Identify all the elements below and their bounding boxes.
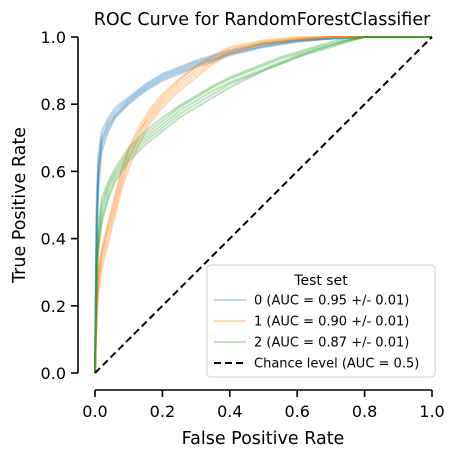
y-tick-label: 0.6 — [41, 162, 66, 181]
roc-curve-class-0-fold-4 — [94, 36, 432, 374]
series-layer — [94, 36, 432, 374]
roc-curve-class-0-fold-2 — [94, 36, 432, 374]
chance-level-line — [94, 36, 433, 374]
axes: 0.0 0.2 0.4 0.6 0.8 1.0 0.0 0.2 0.4 0.6 0.8 1.0 — [41, 28, 445, 421]
legend-label: 2 (AUC = 0.87 +/- 0.01) — [254, 336, 409, 351]
roc-curve-class-2-fold-0 — [94, 36, 432, 374]
roc-curve-class-0-fold-0 — [94, 36, 432, 374]
roc-curve-class-1-fold-4 — [94, 36, 432, 374]
legend-label: Chance level (AUC = 0.5) — [254, 357, 419, 372]
roc-curve-class-2-fold-2 — [94, 36, 432, 374]
legend-frame — [206, 264, 436, 378]
x-tick-label: 1.0 — [419, 402, 444, 421]
roc-curve-class-0-fold-3 — [94, 36, 432, 374]
y-tick-label: 0.2 — [41, 297, 66, 316]
roc-curve-class-2-fold-1 — [94, 36, 432, 374]
y-tick-label: 0.8 — [41, 95, 66, 114]
y-tick-label: 1.0 — [41, 28, 66, 47]
x-axis-label: False Positive Rate — [182, 429, 345, 449]
x-tick-label: 0.8 — [352, 402, 377, 421]
legend-title: Test set — [293, 273, 348, 289]
roc-curve-class-1-fold-1 — [94, 36, 432, 374]
roc-curve-class-2-fold-4 — [94, 36, 432, 374]
legend-label: 0 (AUC = 0.95 +/- 0.01) — [254, 294, 409, 309]
x-tick-label: 0.0 — [82, 402, 107, 421]
y-axis-label: True Positive Rate — [10, 127, 30, 284]
roc-curve-class-0-fold-1 — [94, 36, 432, 374]
x-tick-label: 0.6 — [284, 402, 309, 421]
y-tick-label: 0.0 — [41, 364, 66, 383]
roc-curve-class-1-fold-3 — [94, 36, 432, 374]
y-ticks: 0.0 0.2 0.4 0.6 0.8 1.0 — [41, 28, 78, 383]
x-tick-label: 0.4 — [217, 402, 242, 421]
roc-curve-class-1-fold-0 — [94, 36, 432, 374]
chart-title: ROC Curve for RandomForestClassifier — [94, 10, 431, 30]
roc-curve-class-2-fold-3 — [94, 36, 432, 374]
legend-items: 0 (AUC = 0.95 +/- 0.01) 1 (AUC = 0.90 +/-… — [214, 294, 419, 372]
x-tick-label: 0.2 — [150, 402, 175, 421]
x-ticks: 0.0 0.2 0.4 0.6 0.8 1.0 — [82, 390, 445, 421]
roc-curve-class-1-fold-2 — [94, 36, 432, 374]
plot-area — [94, 36, 433, 374]
legend: Test set 0 (AUC = 0.95 +/- 0.01) 1 (AUC =… — [206, 264, 436, 378]
legend-label: 1 (AUC = 0.90 +/- 0.01) — [254, 315, 409, 330]
y-tick-label: 0.4 — [41, 230, 66, 249]
